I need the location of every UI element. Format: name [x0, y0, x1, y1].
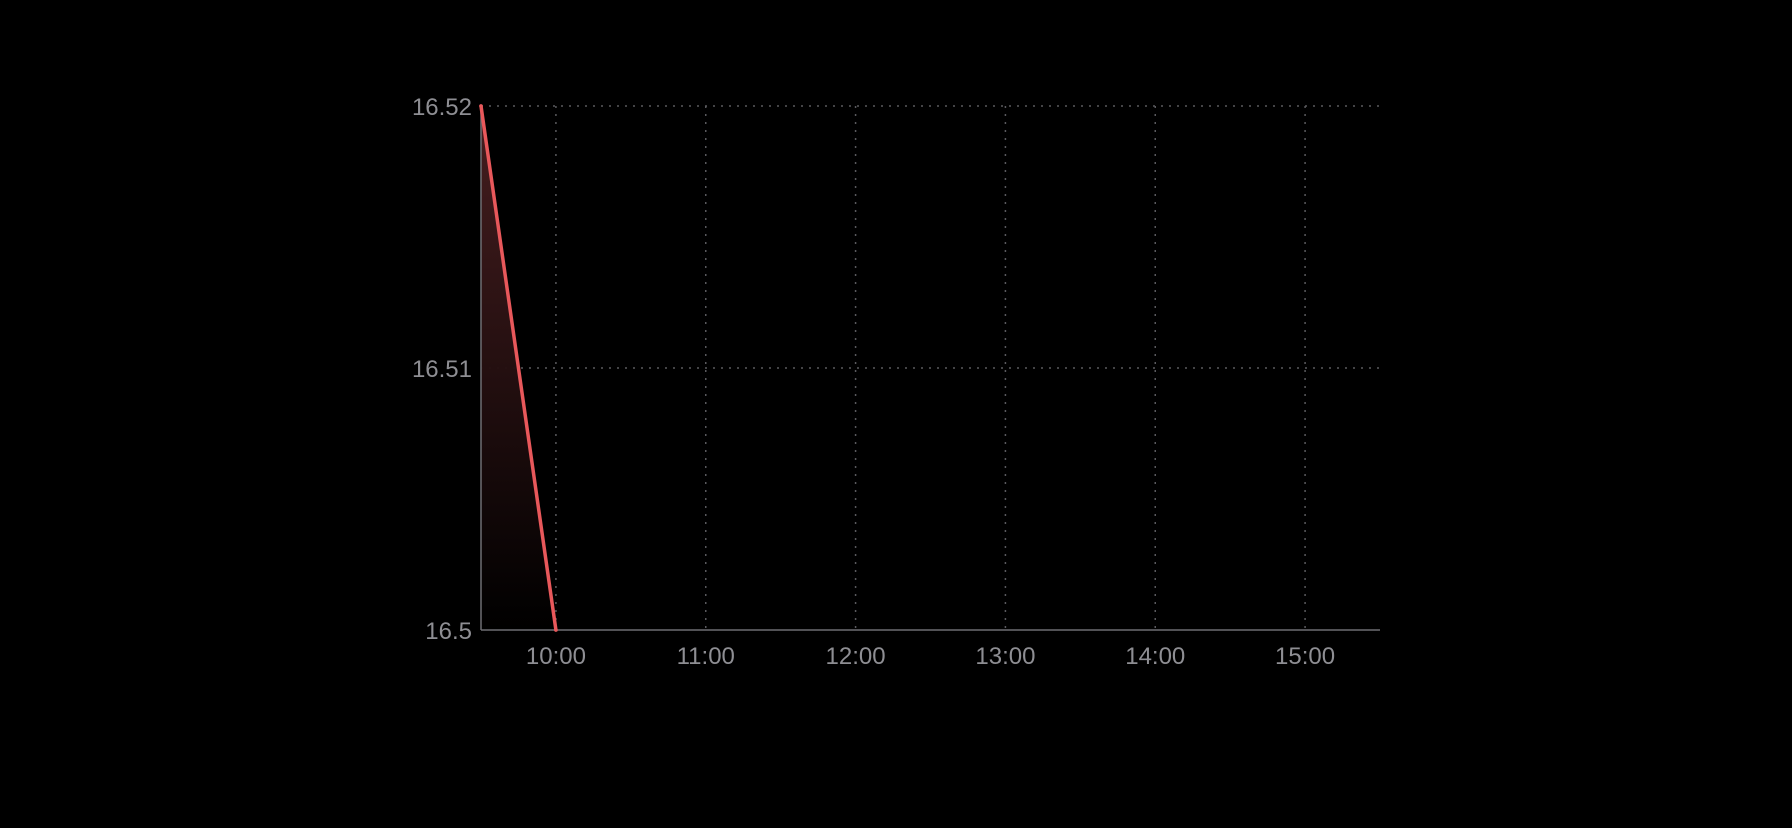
- x-tick-label: 10:00: [526, 643, 586, 670]
- series-line: [479, 104, 558, 632]
- grid-lines: [481, 105, 1380, 630]
- y-tick-label: 16.52: [412, 94, 472, 121]
- x-tick-label: 12:00: [826, 643, 886, 670]
- x-axis: [480, 106, 1380, 631]
- x-tick-label: 14:00: [1125, 643, 1185, 670]
- data-point: [554, 628, 558, 632]
- x-axis-tick-labels: 10:00 11:00 12:00 13:00 14:00 15:00: [526, 643, 1335, 670]
- y-tick-label: 16.5: [425, 618, 472, 645]
- x-tick-label: 15:00: [1275, 643, 1335, 670]
- x-tick-label: 13:00: [975, 643, 1035, 670]
- series-line-layer: [479, 104, 558, 632]
- y-tick-label: 16.51: [412, 356, 472, 383]
- data-point: [479, 104, 483, 108]
- y-axis-tick-labels: 16.5 16.51 16.52: [412, 94, 472, 645]
- x-tick-label: 11:00: [677, 643, 735, 670]
